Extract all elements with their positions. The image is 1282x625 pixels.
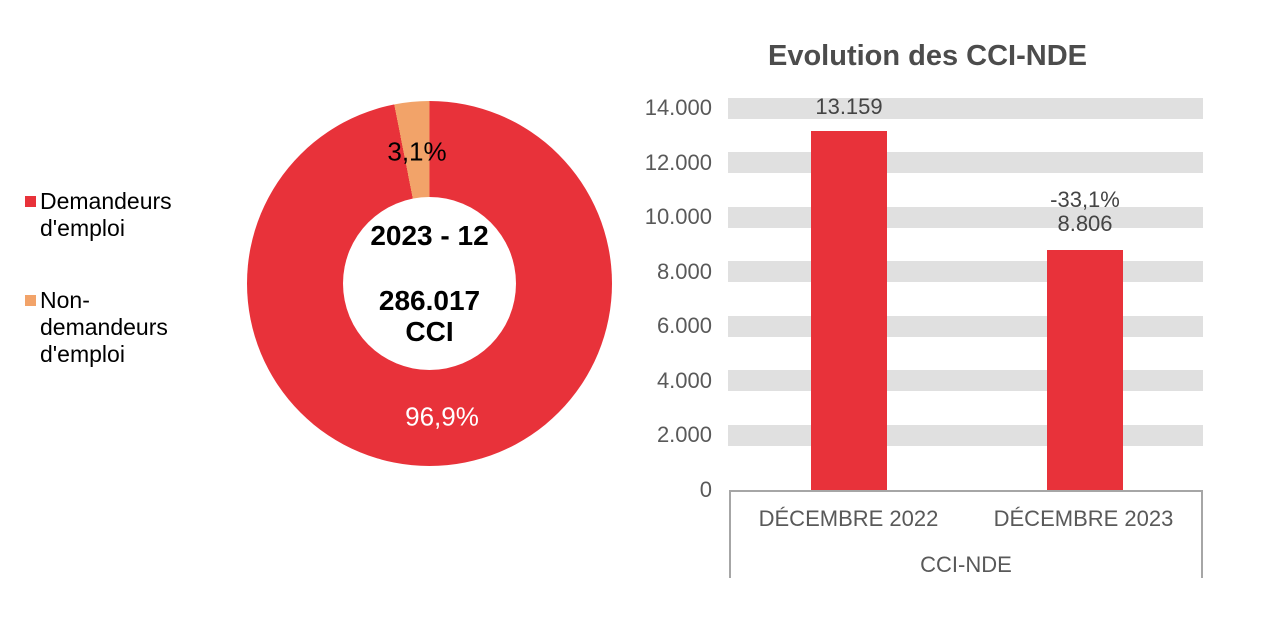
gridline-band — [728, 97, 1203, 119]
y-axis-tick-label: 8.000 — [656, 258, 712, 284]
slice-label-demandeurs: 96,9% — [405, 401, 479, 432]
legend-item-demandeurs: Demandeurs d'emploi — [25, 188, 172, 242]
y-axis-tick-label: 10.000 — [644, 204, 712, 230]
gridline-band — [728, 424, 1203, 446]
bar-value-label: -33,1% 8.806 — [1050, 186, 1120, 236]
legend-swatch-demandeurs — [25, 196, 36, 207]
category-label-decembre-2023: DÉCEMBRE 2023 — [993, 506, 1174, 531]
legend-swatch-non-demandeurs — [25, 295, 36, 306]
donut-center-value: 286.017 CCI — [378, 285, 481, 347]
legend-label-demandeurs: Demandeurs d'emploi — [40, 188, 172, 241]
legend-item-non-demandeurs: Non- demandeurs d'emploi — [25, 287, 168, 368]
y-axis-tick-label: 12.000 — [644, 149, 712, 175]
y-axis-tick-label: 14.000 — [644, 95, 712, 120]
category-axis-box: DÉCEMBRE 2022 DÉCEMBRE 2023 CCI-NDE — [729, 490, 1203, 578]
gridline-band — [728, 261, 1203, 283]
bar-value-label: 13.159 — [815, 93, 883, 119]
y-axis-tick-label: 4.000 — [656, 367, 712, 393]
gridline-band — [728, 152, 1203, 174]
bar-d-cembre-2023 — [1047, 249, 1123, 490]
slice-label-non-demandeurs: 3,1% — [387, 136, 447, 167]
gridline-band — [728, 315, 1203, 337]
category-label-decembre-2022: DÉCEMBRE 2022 — [758, 506, 939, 531]
y-axis-tick-label: 6.000 — [656, 313, 712, 339]
gridline-band — [728, 206, 1203, 228]
legend-label-non-demandeurs: Non- demandeurs d'emploi — [40, 287, 168, 367]
bar-d-cembre-2022 — [811, 130, 887, 490]
category-labels-row: DÉCEMBRE 2022 DÉCEMBRE 2023 — [731, 505, 1201, 532]
bar-chart-title: Evolution des CCI-NDE — [767, 40, 1087, 72]
y-axis-tick-label: 0 — [699, 477, 712, 502]
gridline-band — [728, 370, 1203, 392]
donut-center-period: 2023 - 12 — [370, 220, 489, 251]
y-axis-tick-label: 2.000 — [656, 422, 712, 448]
axis-group-label: CCI-NDE — [920, 552, 1012, 577]
donut-center: 2023 - 12 286.017 CCI — [343, 197, 516, 370]
donut-chart: 2023 - 12 286.017 CCI 3,1% 96,9% — [247, 101, 612, 466]
